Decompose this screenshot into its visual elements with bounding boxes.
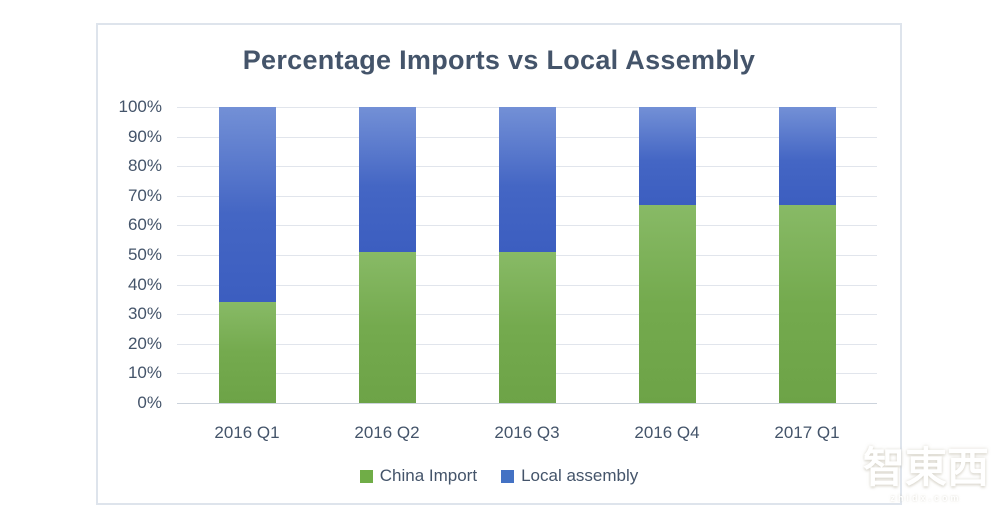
y-axis-tick-label: 80%	[127, 156, 162, 175]
legend-label: Local assembly	[521, 466, 639, 485]
plot-area: 100% 90% 80% 70% 60% 50% 40% 30% 20% 10% 0% 2016 Q1…	[119, 97, 877, 442]
x-axis-label: 2016 Q1	[214, 423, 280, 442]
y-axis-tick-label: 40%	[127, 275, 162, 294]
bar-segment-local-assembly	[499, 107, 556, 252]
x-axis-line	[177, 403, 877, 404]
legend: China Import Local assembly	[98, 466, 900, 486]
legend-item-china-import: China Import	[359, 466, 478, 486]
bar-segment-local-assembly	[359, 107, 416, 252]
legend-swatch-china-import	[359, 469, 373, 483]
bar-2017-q1	[779, 107, 836, 403]
x-axis-label: 2016 Q3	[494, 423, 560, 442]
bar-2016-q4	[639, 107, 696, 403]
legend-label: China Import	[379, 466, 478, 485]
bar-2016-q2	[359, 107, 416, 403]
bar-segment-local-assembly	[639, 107, 696, 205]
bar-segment-local-assembly	[219, 107, 276, 302]
chart-card: Percentage Imports vs Local Assembly 100…	[96, 23, 902, 505]
x-axis-label: 2017 Q1	[774, 423, 840, 442]
y-axis-tick-label: 100%	[118, 97, 162, 116]
bar-segment-china-import	[359, 252, 416, 403]
x-axis-label: 2016 Q2	[354, 423, 420, 442]
y-axis-tick-label: 0%	[137, 393, 162, 412]
x-axis-label: 2016 Q4	[634, 423, 700, 442]
y-axis-tick-label: 20%	[127, 334, 162, 353]
bar-segment-china-import	[219, 302, 276, 403]
y-axis-tick-label: 10%	[127, 363, 162, 382]
y-axis-tick-label: 60%	[127, 215, 162, 234]
bar-segment-china-import	[779, 205, 836, 403]
chart-title: Percentage Imports vs Local Assembly	[242, 45, 756, 75]
bar-segment-local-assembly	[779, 107, 836, 205]
bar-segment-china-import	[499, 252, 556, 403]
y-axis-tick-label: 90%	[127, 127, 162, 146]
bar-2016-q1	[219, 107, 276, 403]
y-axis-tick-label: 70%	[127, 186, 162, 205]
y-axis-tick-label: 50%	[127, 245, 162, 264]
legend-item-local-assembly: Local assembly	[501, 466, 638, 486]
y-axis-tick-label: 30%	[127, 304, 162, 323]
bar-2016-q3	[499, 107, 556, 403]
legend-swatch-local-assembly	[501, 469, 515, 483]
bar-segment-china-import	[639, 205, 696, 403]
